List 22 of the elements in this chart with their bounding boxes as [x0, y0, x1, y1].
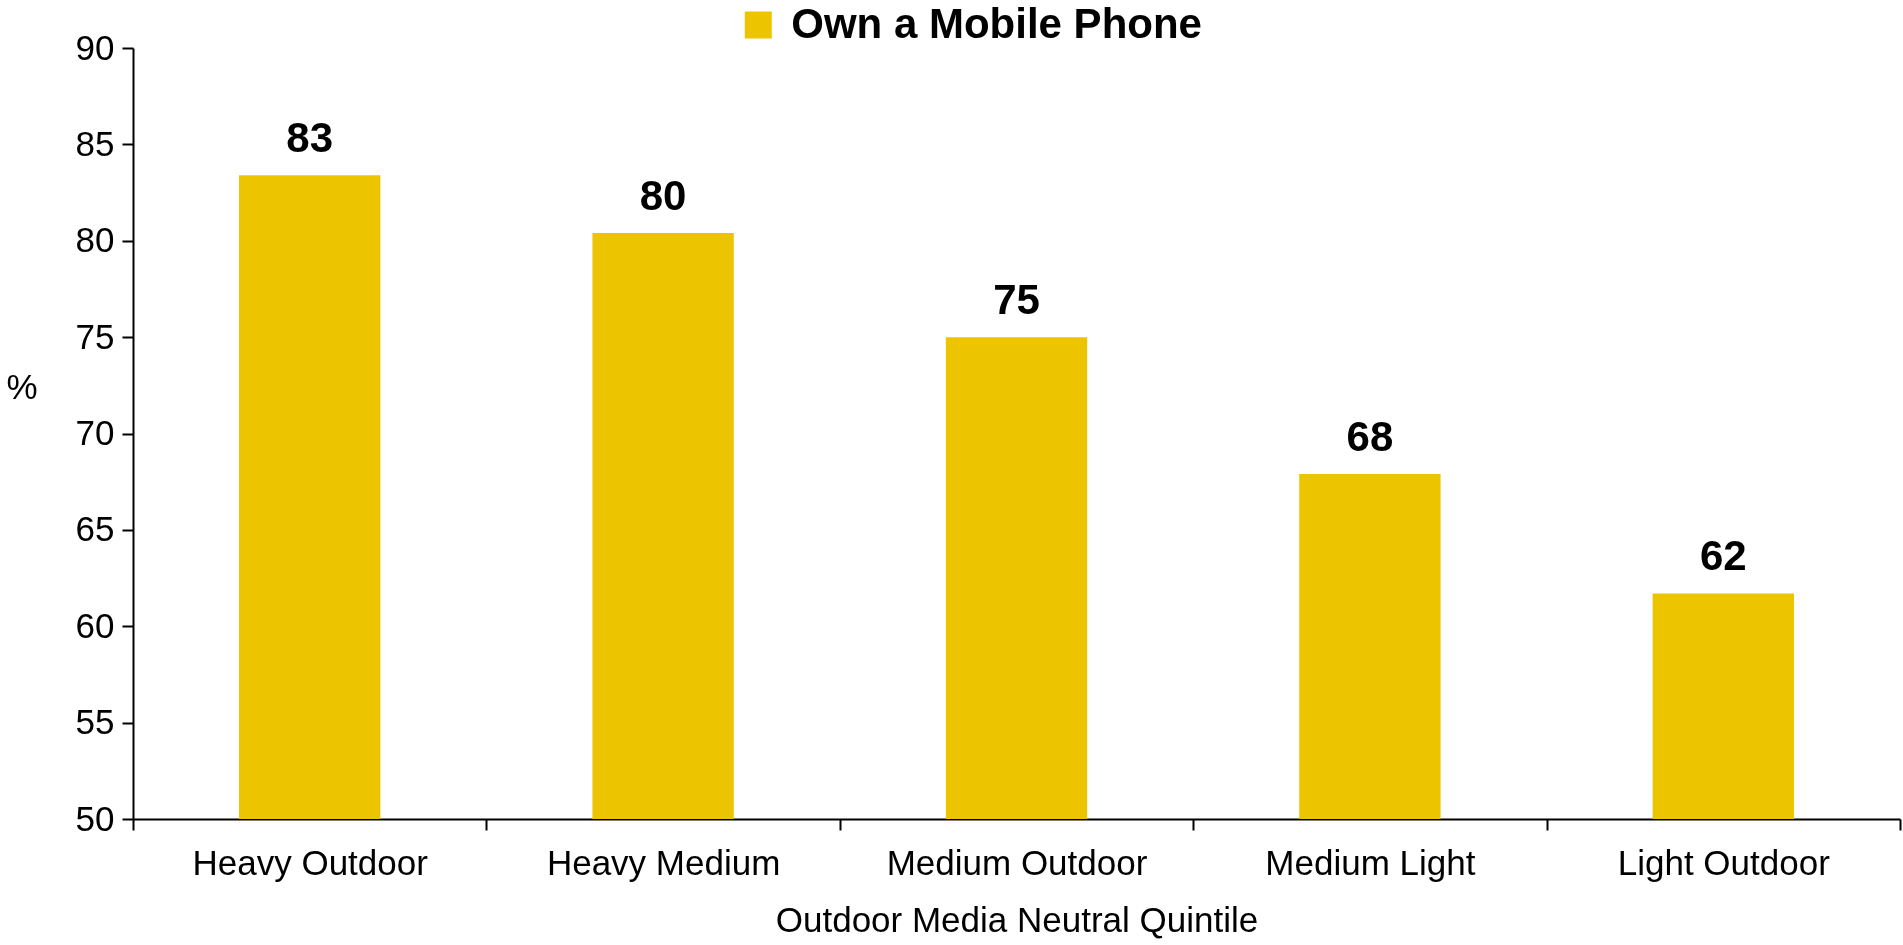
legend-label: Own a Mobile Phone — [791, 0, 1202, 47]
y-tick-label: 50 — [75, 798, 115, 838]
data-label: 68 — [1346, 412, 1394, 460]
y-tick-label: 90 — [75, 27, 115, 67]
x-tick-label: Medium Outdoor — [886, 842, 1148, 882]
y-tick-label: 70 — [75, 413, 115, 452]
data-label: 80 — [639, 172, 687, 220]
x-tick-label: Heavy Outdoor — [192, 842, 429, 882]
x-tick-label: Medium Light — [1265, 842, 1476, 882]
y-tick-label: 55 — [75, 702, 115, 742]
data-label: 62 — [1699, 532, 1747, 580]
x-axis-title: Outdoor Media Neutral Quintile — [775, 899, 1259, 939]
data-label: 83 — [286, 114, 334, 162]
y-axis-title: % — [6, 366, 38, 406]
y-tick-label: 85 — [75, 123, 115, 163]
y-tick-label: 65 — [75, 509, 115, 549]
x-tick-label: Heavy Medium — [546, 842, 781, 882]
y-tick-label: 80 — [75, 220, 115, 260]
y-tick-label: 60 — [75, 605, 115, 645]
data-label: 75 — [993, 276, 1040, 324]
x-tick-label: Light Outdoor — [1617, 842, 1831, 882]
y-tick-label: 75 — [75, 316, 115, 356]
